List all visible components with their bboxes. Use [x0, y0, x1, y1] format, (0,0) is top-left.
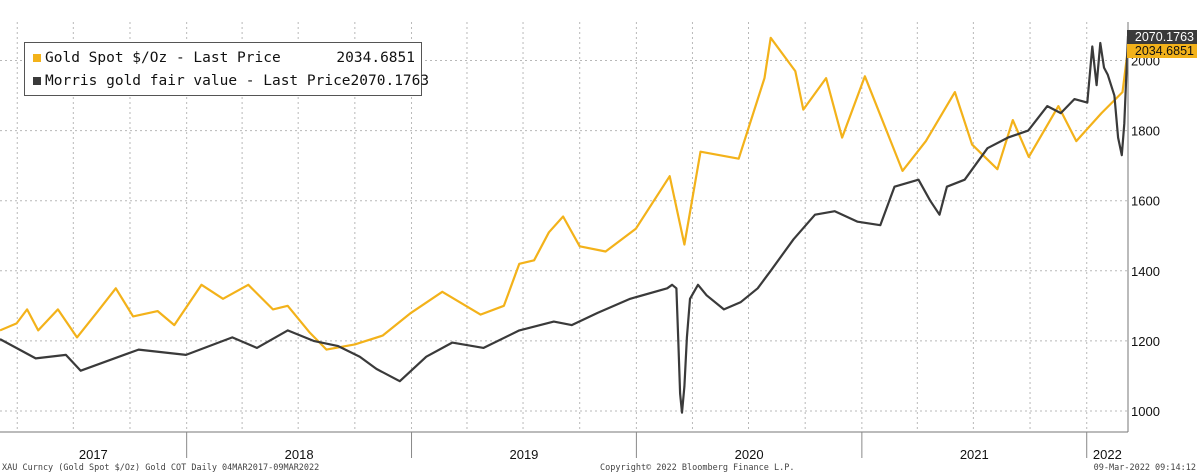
gold-last-tag: 2034.6851	[1127, 44, 1197, 58]
y-tick-label: 1200	[1131, 334, 1160, 349]
x-tick-label: 2018	[285, 447, 314, 462]
legend-entry-gold: Gold Spot $/Oz - Last Price 2034.6851	[33, 46, 415, 69]
fair-value-legend-label: Morris gold fair value - Last Price	[45, 72, 351, 89]
x-tick-label: 2019	[509, 447, 538, 462]
x-tick-label: 2017	[79, 447, 108, 462]
series-layer	[0, 35, 1130, 414]
y-tick-label: 1400	[1131, 264, 1160, 279]
y-tick-label: 1600	[1131, 194, 1160, 209]
fair-value-line	[0, 35, 1130, 414]
fair-value-legend-value: 2070.1763	[350, 72, 430, 89]
legend-entry-fair-value: Morris gold fair value - Last Price 2070…	[33, 69, 429, 92]
chart-legend: Gold Spot $/Oz - Last Price 2034.6851 Mo…	[24, 42, 429, 96]
x-tick-label: 2022	[1093, 447, 1122, 462]
gold-swatch	[33, 53, 41, 62]
x-tick-label: 2021	[960, 447, 989, 462]
y-tick-label: 1800	[1131, 124, 1160, 139]
y-tick-label: 1000	[1131, 404, 1160, 419]
gold-legend-value: 2034.6851	[336, 49, 415, 66]
fair-value-last-tag: 2070.1763	[1127, 30, 1197, 44]
gold-legend-label: Gold Spot $/Oz - Last Price	[45, 49, 281, 66]
grid-lines	[0, 22, 1128, 432]
footer-timestamp: 09-Mar-2022 09:14:12	[1093, 463, 1196, 473]
x-tick-label: 2020	[735, 447, 764, 462]
footer-source: XAU Curncy (Gold Spot $/Oz) Gold COT Dai…	[2, 463, 320, 473]
gold-spot-line	[0, 36, 1130, 351]
footer-copyright: Copyright© 2022 Bloomberg Finance L.P.	[600, 463, 795, 473]
fair-value-swatch	[33, 76, 41, 85]
